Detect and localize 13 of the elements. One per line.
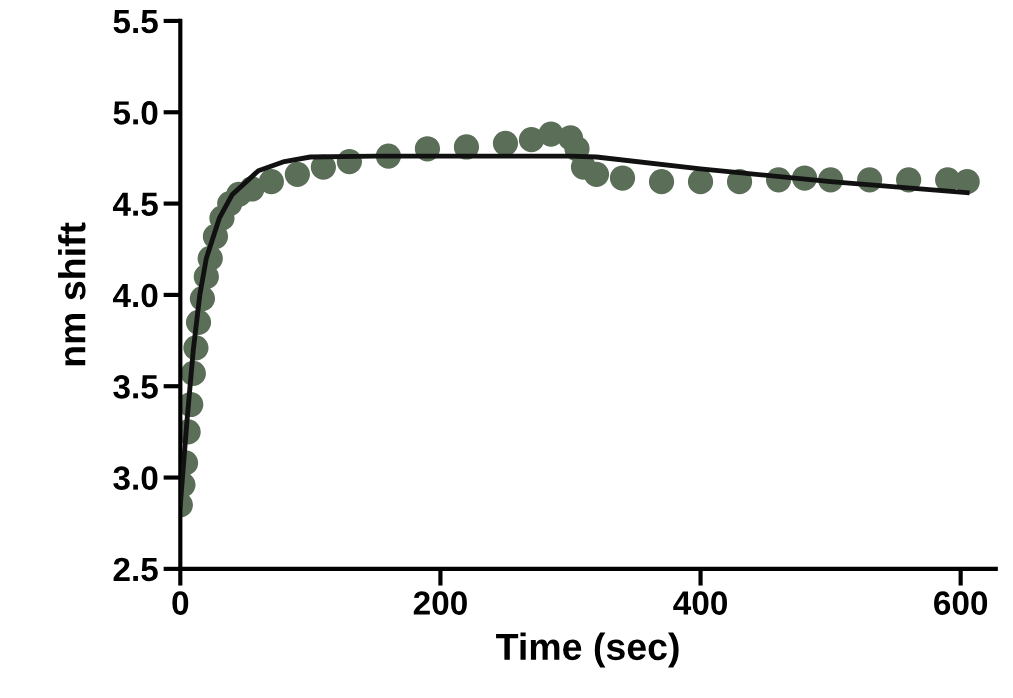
- y-tick-label: 5.0: [113, 101, 158, 125]
- x-tick-label: 400: [673, 591, 727, 615]
- y-tick-label: 4.0: [112, 283, 158, 308]
- x-axis-title: Time (sec): [496, 632, 679, 668]
- x-tick-label: 0: [172, 591, 189, 615]
- x-tick-label: 600: [934, 591, 988, 615]
- y-tick-label: 3.5: [113, 375, 158, 399]
- y-tick-label: 3.0: [113, 466, 158, 490]
- y-tick-label: 5.5: [113, 10, 158, 34]
- y-tick-label: 2.5: [113, 557, 158, 582]
- y-tick-label: 4.5: [112, 192, 158, 216]
- x-tick-label: 200: [413, 591, 467, 615]
- y-axis-title: nm shift: [58, 222, 86, 366]
